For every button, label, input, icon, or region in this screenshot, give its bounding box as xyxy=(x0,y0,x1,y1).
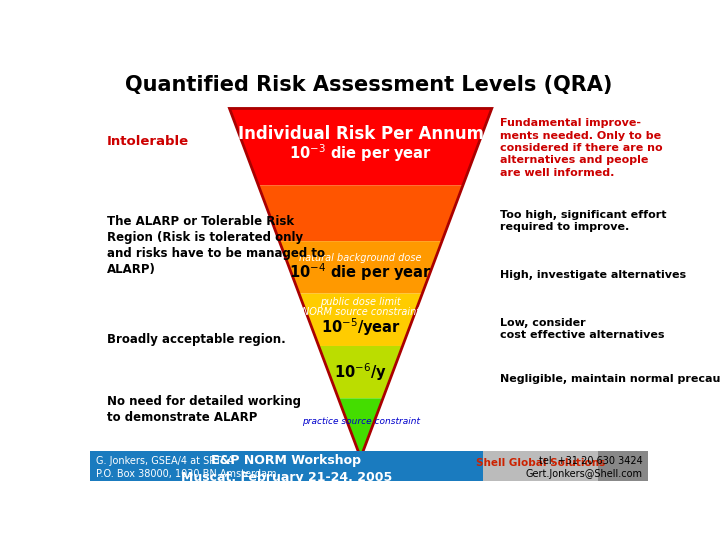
Text: E&P NORM Workshop
Muscat, February 21-24, 2005: E&P NORM Workshop Muscat, February 21-24… xyxy=(181,454,392,484)
Text: NORM source constraint: NORM source constraint xyxy=(302,307,420,318)
Text: Individual Risk Per Annum: Individual Risk Per Annum xyxy=(238,125,484,143)
Text: G. Jonkers, GSEA/4 at SRTCA
P.O. Box 38000, 1030 BN Amsterdam: G. Jonkers, GSEA/4 at SRTCA P.O. Box 380… xyxy=(96,456,276,479)
Text: Quantified Risk Assessment Levels (QRA): Quantified Risk Assessment Levels (QRA) xyxy=(125,75,613,95)
Text: The ALARP or Tolerable Risk
Region (Risk is tolerated only
and risks have to be : The ALARP or Tolerable Risk Region (Risk… xyxy=(107,215,325,276)
Text: High, investigate alternatives: High, investigate alternatives xyxy=(500,270,686,280)
Text: Broadly acceptable region.: Broadly acceptable region. xyxy=(107,333,286,346)
Text: Shell Global Solutions: Shell Global Solutions xyxy=(476,458,606,468)
Text: Too high, significant effort
required to improve.: Too high, significant effort required to… xyxy=(500,210,667,232)
Polygon shape xyxy=(338,399,383,458)
Bar xyxy=(90,451,483,481)
Text: Intolerable: Intolerable xyxy=(107,135,189,148)
Polygon shape xyxy=(230,109,492,185)
Text: practice source constraint: practice source constraint xyxy=(302,417,420,426)
Polygon shape xyxy=(258,185,463,241)
Bar xyxy=(483,451,598,481)
Text: Fundamental improve-
ments needed. Only to be
considered if there are no
alterna: Fundamental improve- ments needed. Only … xyxy=(500,118,662,178)
Text: 10$^{-6}$/y: 10$^{-6}$/y xyxy=(334,361,387,383)
Text: No need for detailed working
to demonstrate ALARP: No need for detailed working to demonstr… xyxy=(107,395,301,424)
Polygon shape xyxy=(299,294,422,346)
Text: Negligible, maintain normal precautions: Negligible, maintain normal precautions xyxy=(500,374,720,384)
Polygon shape xyxy=(319,346,402,399)
Polygon shape xyxy=(279,241,442,294)
Text: tel. +31 20 630 3424
Gert.Jonkers@Shell.com: tel. +31 20 630 3424 Gert.Jonkers@Shell.… xyxy=(526,456,642,479)
Text: Low, consider
cost effective alternatives: Low, consider cost effective alternative… xyxy=(500,318,665,340)
Text: 10$^{-5}$/year: 10$^{-5}$/year xyxy=(320,316,400,338)
Text: natural background dose: natural background dose xyxy=(300,253,422,263)
Text: 10$^{-4}$ die per year: 10$^{-4}$ die per year xyxy=(289,261,432,283)
Text: 10$^{-3}$ die per year: 10$^{-3}$ die per year xyxy=(289,142,432,164)
Text: public dose limit: public dose limit xyxy=(320,298,401,307)
Bar xyxy=(598,451,648,481)
